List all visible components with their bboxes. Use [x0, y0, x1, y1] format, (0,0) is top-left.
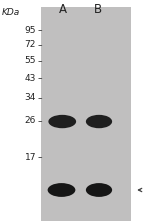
- Ellipse shape: [86, 183, 112, 197]
- Text: 26: 26: [25, 116, 36, 125]
- Text: 34: 34: [25, 93, 36, 102]
- Text: A: A: [59, 3, 67, 16]
- Text: B: B: [94, 3, 102, 16]
- Text: 72: 72: [25, 40, 36, 49]
- Ellipse shape: [86, 115, 112, 128]
- Text: 55: 55: [24, 56, 36, 65]
- Ellipse shape: [48, 183, 75, 197]
- Ellipse shape: [48, 115, 76, 128]
- Text: KDa: KDa: [2, 8, 20, 17]
- Text: 95: 95: [24, 26, 36, 35]
- Text: 43: 43: [25, 74, 36, 83]
- Bar: [40, 7, 130, 221]
- Text: 17: 17: [24, 153, 36, 162]
